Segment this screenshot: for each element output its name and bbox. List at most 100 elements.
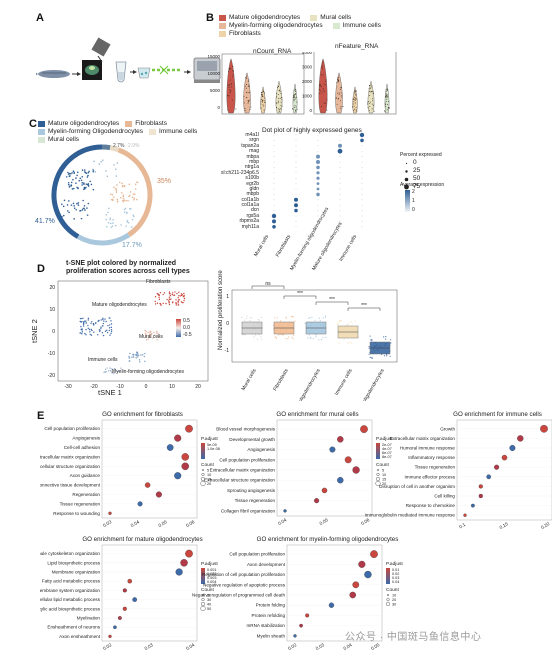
go-term-label: Microtubule cytoskeleton organization <box>40 551 100 556</box>
cell-point <box>120 224 122 226</box>
tsne-point <box>116 370 119 372</box>
padj-colorbar <box>376 443 380 459</box>
go-dot <box>352 581 360 589</box>
violin-point <box>369 88 371 90</box>
cell-point <box>113 186 115 188</box>
dot <box>361 210 363 212</box>
violin-point <box>322 62 324 64</box>
violin-point <box>338 98 339 99</box>
gene-label: gldn <box>249 185 259 192</box>
box-point <box>276 317 279 319</box>
box-point <box>279 320 282 322</box>
sig-bracket <box>315 301 349 305</box>
dot <box>361 166 363 168</box>
tsne-point <box>168 303 171 306</box>
tsne-colorbar-tick: 0.0 <box>183 325 190 331</box>
box-point <box>351 321 353 323</box>
padj-colorbar <box>201 443 205 459</box>
tsne-point <box>81 331 84 333</box>
violin-point <box>320 85 321 87</box>
go-xtick: 0.02 <box>287 642 298 651</box>
violin-point <box>352 98 354 100</box>
violin-point <box>338 92 340 94</box>
tsne-point <box>156 339 158 341</box>
go-term-label: Immunoglobulin mediated immune response <box>365 513 456 518</box>
go-term-label: Collagen fibril organization <box>221 508 276 513</box>
dot <box>295 166 297 168</box>
box-point <box>293 334 295 337</box>
tsne-point <box>145 335 148 338</box>
violin-point <box>230 84 232 86</box>
cell-point <box>72 178 74 181</box>
tsne-point <box>160 304 162 306</box>
tsne-point <box>113 372 115 375</box>
violin-point <box>325 79 327 81</box>
box-point <box>287 338 289 340</box>
go-dot <box>185 424 193 433</box>
dot <box>294 197 298 202</box>
go-xtick: 0.03 <box>315 642 326 651</box>
go-xtick: 0.1 <box>458 522 466 530</box>
panel-a-letter: A <box>36 12 44 24</box>
cell-point <box>83 183 85 185</box>
go-dot-groups: GO enrichment for fibroblasts Cell popula… <box>40 411 552 651</box>
tsne-point <box>149 331 152 333</box>
pct-left-label: 41.7% <box>35 218 55 225</box>
cell-point <box>70 204 73 206</box>
violin-point <box>385 102 386 104</box>
tsne-point <box>150 332 153 335</box>
violin-point <box>320 90 322 92</box>
tsne-point <box>99 330 101 333</box>
violin-point <box>320 106 322 107</box>
dot <box>295 134 297 136</box>
violin-point <box>387 100 389 102</box>
violin-point <box>246 97 248 98</box>
box-point <box>389 355 391 357</box>
go-term-label: Sprouting angiogenesis <box>227 488 276 493</box>
padj-colorbar <box>386 568 390 584</box>
cell-point <box>66 210 69 212</box>
go-dot <box>113 625 117 629</box>
violin-point <box>229 68 231 69</box>
padj-tick: 0.02 <box>392 572 399 576</box>
violin-point <box>262 96 263 97</box>
gene-label: rgs5a <box>246 212 259 219</box>
cell-point <box>136 181 139 184</box>
violin-point <box>386 97 388 99</box>
tsne-point <box>145 330 147 333</box>
ring-segment <box>51 144 103 239</box>
tsne-point <box>104 368 107 370</box>
panel-b-letter: B <box>206 12 214 24</box>
tsne-point <box>110 326 113 329</box>
count-tick: 30 <box>207 598 211 602</box>
box-point <box>315 336 317 338</box>
go-dot <box>337 477 344 484</box>
tsne-point <box>84 320 86 322</box>
dot <box>361 226 363 228</box>
box-point <box>385 336 387 338</box>
cluster-label-immune: Immune cells <box>88 357 118 363</box>
violin-point <box>369 101 371 103</box>
violin-point <box>278 93 280 95</box>
dot <box>317 215 319 217</box>
tsne-point <box>80 321 82 323</box>
dot <box>317 150 319 152</box>
tsne-point <box>182 295 185 298</box>
box-point <box>258 319 260 321</box>
violin-point <box>260 107 262 109</box>
tsne-point <box>156 332 158 335</box>
violin-point <box>293 89 295 91</box>
violin-point <box>294 95 295 97</box>
box-point <box>309 336 311 339</box>
cell-point <box>112 199 114 202</box>
tsne-point <box>143 355 146 358</box>
tsne-colorbar <box>176 319 181 337</box>
tsne-point <box>153 334 156 336</box>
cell-point <box>76 171 79 174</box>
tsne-point <box>87 324 89 327</box>
box-point <box>257 318 259 321</box>
violin-point <box>280 108 282 110</box>
tsne-ytick: 20 <box>49 285 55 291</box>
dotplot-dots <box>271 132 365 229</box>
tsne-point <box>100 327 102 330</box>
